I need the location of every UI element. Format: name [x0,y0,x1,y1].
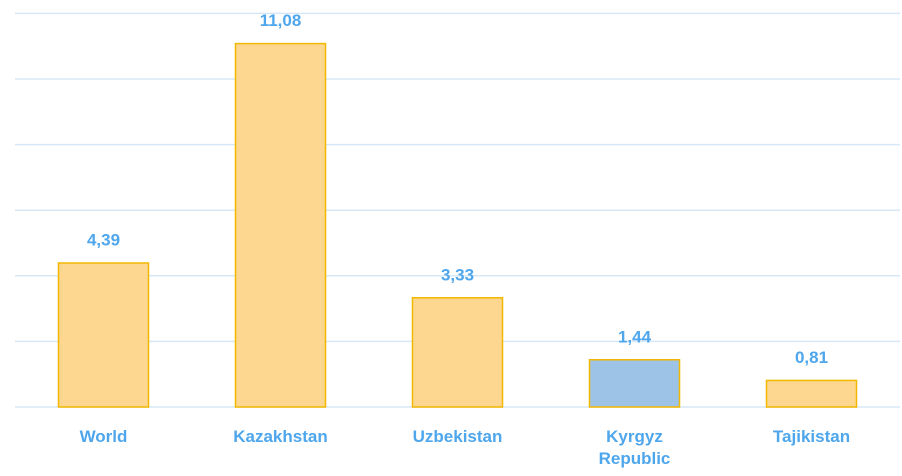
value-label: 0,81 [795,348,828,367]
bar [411,297,504,408]
category: Tajikistan [772,427,851,446]
category: Kazakhstan [233,427,328,446]
value-label: 11,08 [260,11,302,30]
category: World [79,427,128,446]
x-tick-label: World [19,426,189,448]
category: Uzbekistan [412,427,503,446]
value-label: 3,33 [441,265,474,284]
x-tick-label: Uzbekistan [373,426,543,448]
value-label: 1,44 [618,327,652,346]
bar [234,42,327,408]
bar [765,379,858,408]
x-tick-label: Tajikistan [727,426,897,448]
x-tick-label: Kazakhstan [196,426,366,448]
value-label: 4,39 [87,230,120,249]
bar [57,262,150,408]
bar [588,359,681,408]
x-tick-label: Kyrgyz Republic [550,426,720,470]
category: Kyrgyz Republic [598,427,671,468]
